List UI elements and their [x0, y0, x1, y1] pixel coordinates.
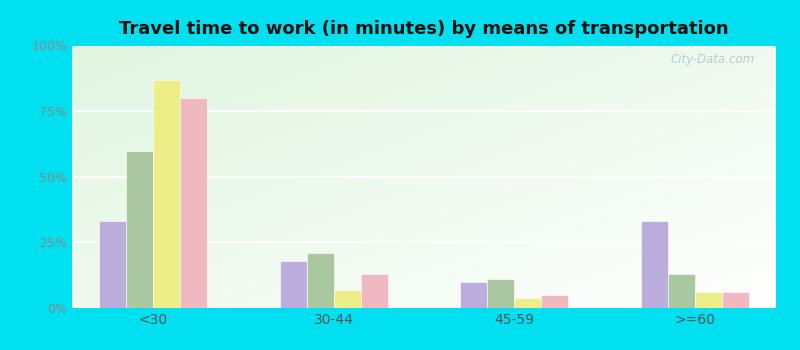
Bar: [154, 80, 180, 308]
Bar: [542, 295, 569, 308]
Bar: [99, 222, 126, 308]
Bar: [126, 150, 154, 308]
Bar: [641, 222, 668, 308]
Bar: [668, 274, 694, 308]
Title: Travel time to work (in minutes) by means of transportation: Travel time to work (in minutes) by mean…: [119, 20, 729, 38]
Bar: [334, 290, 361, 308]
Bar: [722, 292, 749, 308]
Bar: [460, 282, 487, 308]
Bar: [514, 298, 542, 308]
Bar: [361, 274, 388, 308]
Bar: [694, 292, 722, 308]
Bar: [279, 261, 306, 308]
Text: City-Data.com: City-Data.com: [670, 53, 755, 66]
Bar: [180, 98, 207, 308]
Bar: [487, 279, 514, 308]
Bar: [306, 253, 334, 308]
